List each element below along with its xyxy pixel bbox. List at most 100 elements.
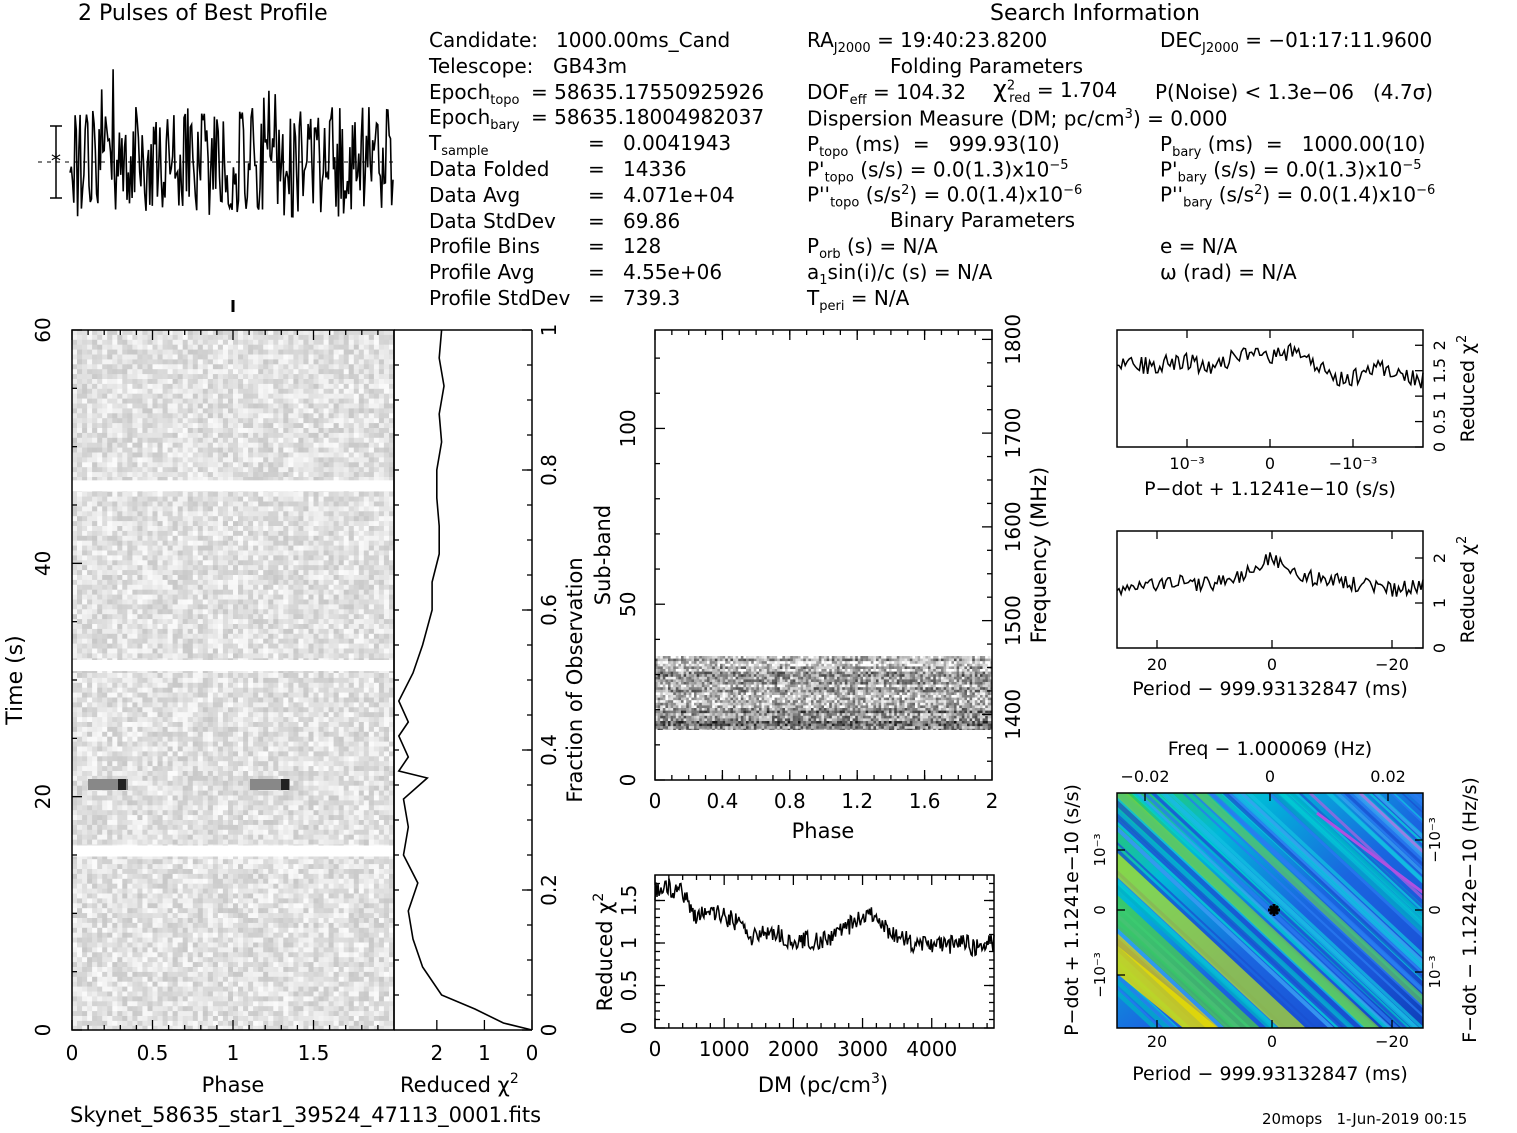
heatmap-cell xyxy=(127,383,133,390)
heatmap-cell xyxy=(162,579,168,586)
heatmap-cell xyxy=(217,408,224,414)
heatmap-cell xyxy=(182,584,189,591)
heatmap-cell xyxy=(107,432,113,439)
heatmap-cell xyxy=(293,457,299,463)
heatmap-cell xyxy=(182,570,189,576)
heatmap-cell xyxy=(328,462,334,468)
heatmap-cell xyxy=(167,423,173,429)
heatmap-cell xyxy=(238,413,244,419)
heatmap-cell xyxy=(207,589,214,595)
heatmap-cell xyxy=(112,540,118,546)
heatmap-cell xyxy=(217,697,224,703)
heatmap-cell xyxy=(117,545,123,551)
heatmap-cell xyxy=(72,555,78,561)
heatmap-cell xyxy=(207,697,214,703)
heatmap-cell xyxy=(162,334,168,341)
heatmap-cell xyxy=(263,619,269,625)
heatmap-cell xyxy=(82,540,88,546)
heatmap-cell xyxy=(338,413,345,419)
heatmap-cell xyxy=(353,511,360,517)
heatmap-cell xyxy=(363,516,370,522)
heatmap-cell xyxy=(298,609,304,615)
heatmap-cell xyxy=(238,442,244,448)
heatmap-cell xyxy=(132,648,138,654)
heatmap-cell xyxy=(268,516,274,522)
heatmap-cell xyxy=(368,560,375,566)
heatmap-cell xyxy=(268,408,274,414)
heatmap-cell xyxy=(117,682,123,689)
heatmap-cell xyxy=(147,506,153,512)
heatmap-cell xyxy=(273,643,279,649)
heatmap-cell xyxy=(142,418,148,424)
heatmap-cell xyxy=(197,413,204,419)
heatmap-cell xyxy=(92,565,98,571)
heatmap-cell xyxy=(172,388,178,395)
heatmap-cell xyxy=(368,643,375,649)
heatmap-cell xyxy=(82,584,88,591)
heatmap-cell xyxy=(122,677,128,684)
heatmap-cell xyxy=(217,526,224,532)
heatmap-cell xyxy=(217,447,224,453)
heatmap-cell xyxy=(152,452,158,458)
heatmap-cell xyxy=(137,379,143,385)
heatmap-cell xyxy=(303,624,309,630)
heatmap-cell xyxy=(132,575,138,581)
candidate-label: Epochbary xyxy=(429,105,520,134)
heatmap-cell xyxy=(328,432,334,439)
heatmap-cell xyxy=(298,511,304,517)
heatmap-cell xyxy=(268,364,274,370)
heatmap-cell xyxy=(172,638,178,644)
heatmap-cell xyxy=(238,682,244,689)
heatmap-cell xyxy=(268,398,274,404)
heatmap-cell xyxy=(152,506,158,512)
heatmap-cell xyxy=(273,677,279,684)
heatmap-cell xyxy=(353,472,360,478)
heatmap-cell xyxy=(288,521,294,527)
heatmap-cell xyxy=(368,579,375,586)
heatmap-cell xyxy=(243,560,249,566)
heatmap-cell xyxy=(112,359,118,365)
heatmap-cell xyxy=(389,344,394,350)
heatmap-cell xyxy=(107,702,113,708)
heatmap-cell xyxy=(248,403,254,409)
heatmap-cell xyxy=(102,638,108,644)
heatmap-cell xyxy=(72,364,78,370)
heatmap-cell xyxy=(157,550,163,556)
heatmap-cell xyxy=(278,437,284,444)
heatmap-cell xyxy=(283,379,289,385)
heatmap-cell xyxy=(238,344,244,350)
heatmap-cell xyxy=(197,423,204,429)
heatmap-cell xyxy=(308,526,314,532)
heatmap-cell xyxy=(112,354,118,360)
heatmap-cell xyxy=(383,521,390,527)
heatmap-cell xyxy=(283,339,289,346)
heatmap-cell xyxy=(378,501,385,507)
heatmap-cell xyxy=(82,511,88,517)
heatmap-cell xyxy=(87,619,93,625)
heatmap-cell xyxy=(102,452,108,458)
heatmap-cell xyxy=(82,506,88,512)
heatmap-cell xyxy=(202,614,209,620)
heatmap-cell xyxy=(253,447,259,453)
heatmap-cell xyxy=(343,638,350,644)
heatmap-cell xyxy=(323,369,329,375)
heatmap-cell xyxy=(167,408,173,414)
heatmap-cell xyxy=(82,442,88,448)
heatmap-cell xyxy=(107,506,113,512)
heatmap-cell xyxy=(87,344,93,350)
heatmap-cell xyxy=(363,545,370,551)
heatmap-cell xyxy=(97,584,103,591)
heatmap-cell xyxy=(157,511,163,517)
heatmap-cell xyxy=(72,369,78,375)
heatmap-cell xyxy=(343,511,350,517)
heatmap-cell xyxy=(363,555,370,561)
heatmap-cell xyxy=(343,516,350,522)
heatmap-cell xyxy=(293,692,299,698)
heatmap-cell xyxy=(383,589,390,595)
heatmap-cell xyxy=(187,447,194,453)
heatmap-cell xyxy=(363,682,370,689)
heatmap-cell xyxy=(177,496,184,502)
heatmap-cell xyxy=(107,472,113,478)
heatmap-cell xyxy=(308,452,314,458)
heatmap-cell xyxy=(383,344,390,350)
